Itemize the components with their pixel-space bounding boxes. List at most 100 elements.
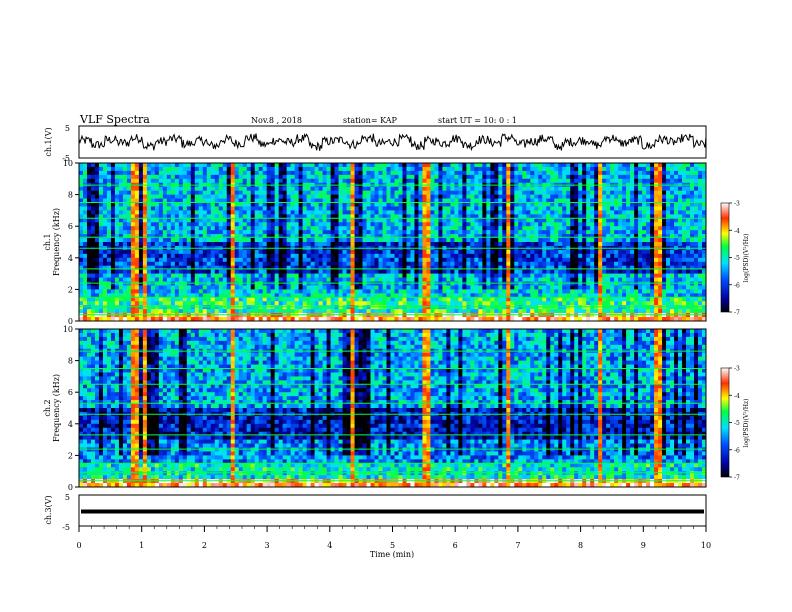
spectrogram-cell [438,194,443,199]
spectrogram-cell [230,265,236,270]
spectrogram-cell [486,257,491,263]
spectrogram-cell [306,257,311,263]
spectrogram-cell [418,305,423,310]
spectrogram-cell [270,166,275,172]
spectrogram-cell [134,194,140,199]
spectrogram-cell [470,249,475,255]
spectrogram-cell [102,178,108,184]
spectrogram-cell [458,198,463,203]
spectrogram-cell [186,238,192,243]
spectrogram-cell [406,194,411,199]
spectrogram-cell [162,281,168,286]
spectrogram-cell [238,257,244,263]
spectrogram-cell [538,265,543,270]
spectrogram-cell [202,222,208,227]
spectrogram-cell [86,257,92,263]
spectrogram-cell [190,309,196,314]
spectrogram-cell [294,230,299,235]
spectrogram-cell [302,309,307,314]
spectrogram-cell [570,293,575,298]
spectrogram-cell [278,226,283,231]
spectrogram-cell [262,238,267,243]
spectrogram-cell [570,238,575,243]
spectrogram-cell [562,174,567,180]
spectrogram-cell [270,222,275,227]
spectrogram-cell [370,249,375,255]
spectrogram-cell [154,269,160,274]
spectrogram-cell [554,194,559,199]
spectrogram-cell [278,214,283,219]
spectrogram-cell [398,230,403,235]
spectrogram-cell [430,297,435,302]
spectrogram-cell [106,226,112,231]
spectrogram-cell [522,305,527,310]
spectrogram-cell [394,253,399,259]
spectrogram-cell [530,210,535,215]
spectrogram-cell [474,313,479,318]
spectrogram-cell [370,234,375,239]
spectrogram-cell [346,170,351,176]
spectrogram-cell [570,234,575,239]
spectrogram-cell [506,297,511,302]
spectrogram-cell [218,238,224,243]
spectrogram-cell [158,309,164,314]
spectrogram-cell [274,214,279,219]
spectrogram-cell [82,230,88,235]
spectrogram-cell [454,317,459,322]
spectrogram-cell [102,289,108,294]
spectrogram-cell [266,218,271,223]
spectrogram-cell [266,297,271,302]
spectrogram-cell [214,285,220,290]
spectrogram-cell [338,305,343,310]
spectrogram-cell [574,214,579,219]
spectrogram-cell [130,194,136,199]
spectrogram-cell [282,202,287,207]
spectrogram-cell [246,234,252,239]
spectrogram-cell [458,253,463,259]
spectrogram-cell [494,194,499,199]
spectrogram-cell [482,293,487,298]
spectrogram-cell [270,174,275,180]
spectrogram-cell [82,289,88,294]
spectrogram-cell [514,249,519,255]
spectrogram-cell [278,285,283,290]
spectrogram-cell [182,186,188,191]
spectrogram-cell [418,174,423,180]
spectrogram-cell [106,265,112,270]
spectrogram-cell [226,305,232,310]
spectrogram-cell [258,222,263,227]
spectrogram-cell [79,238,84,243]
spectrogram-cell [370,289,375,294]
spectrogram-cell [310,257,315,263]
spectrogram-cell [262,249,267,255]
spectrogram-cell [350,253,355,259]
spectrogram-cell [402,170,407,176]
spectrogram-cell [118,309,124,314]
spectrogram-cell [514,253,519,259]
spectrogram-cell [510,174,515,180]
spectrogram-cell [482,194,487,199]
spectrogram-cell [294,222,299,227]
spectrogram-cell [94,293,100,298]
spectrogram-cell [314,190,319,195]
spectrogram-cell [462,170,467,176]
spectrogram-cell [90,170,96,176]
spectrogram-cell [446,238,451,243]
spectrogram-cell [226,269,232,274]
spectrogram-cell [398,305,403,310]
spectrogram-cell [114,174,120,180]
spectrogram-cell [86,218,92,223]
spectrogram-cell [306,289,311,294]
spectrogram-cell [258,297,263,302]
spectrogram-cell [566,305,571,310]
spectrogram-cell [170,269,176,274]
spectrogram-cell [286,301,291,306]
spectrogram-cell [538,230,543,235]
spectrogram-cell [490,170,495,176]
spectrogram-cell [426,194,431,199]
spectrogram-cell [378,163,383,168]
spectrogram-cell [422,277,427,282]
spectrogram-cell [522,166,527,172]
spectrogram-cell [282,194,287,199]
spectrogram-cell [526,289,531,294]
